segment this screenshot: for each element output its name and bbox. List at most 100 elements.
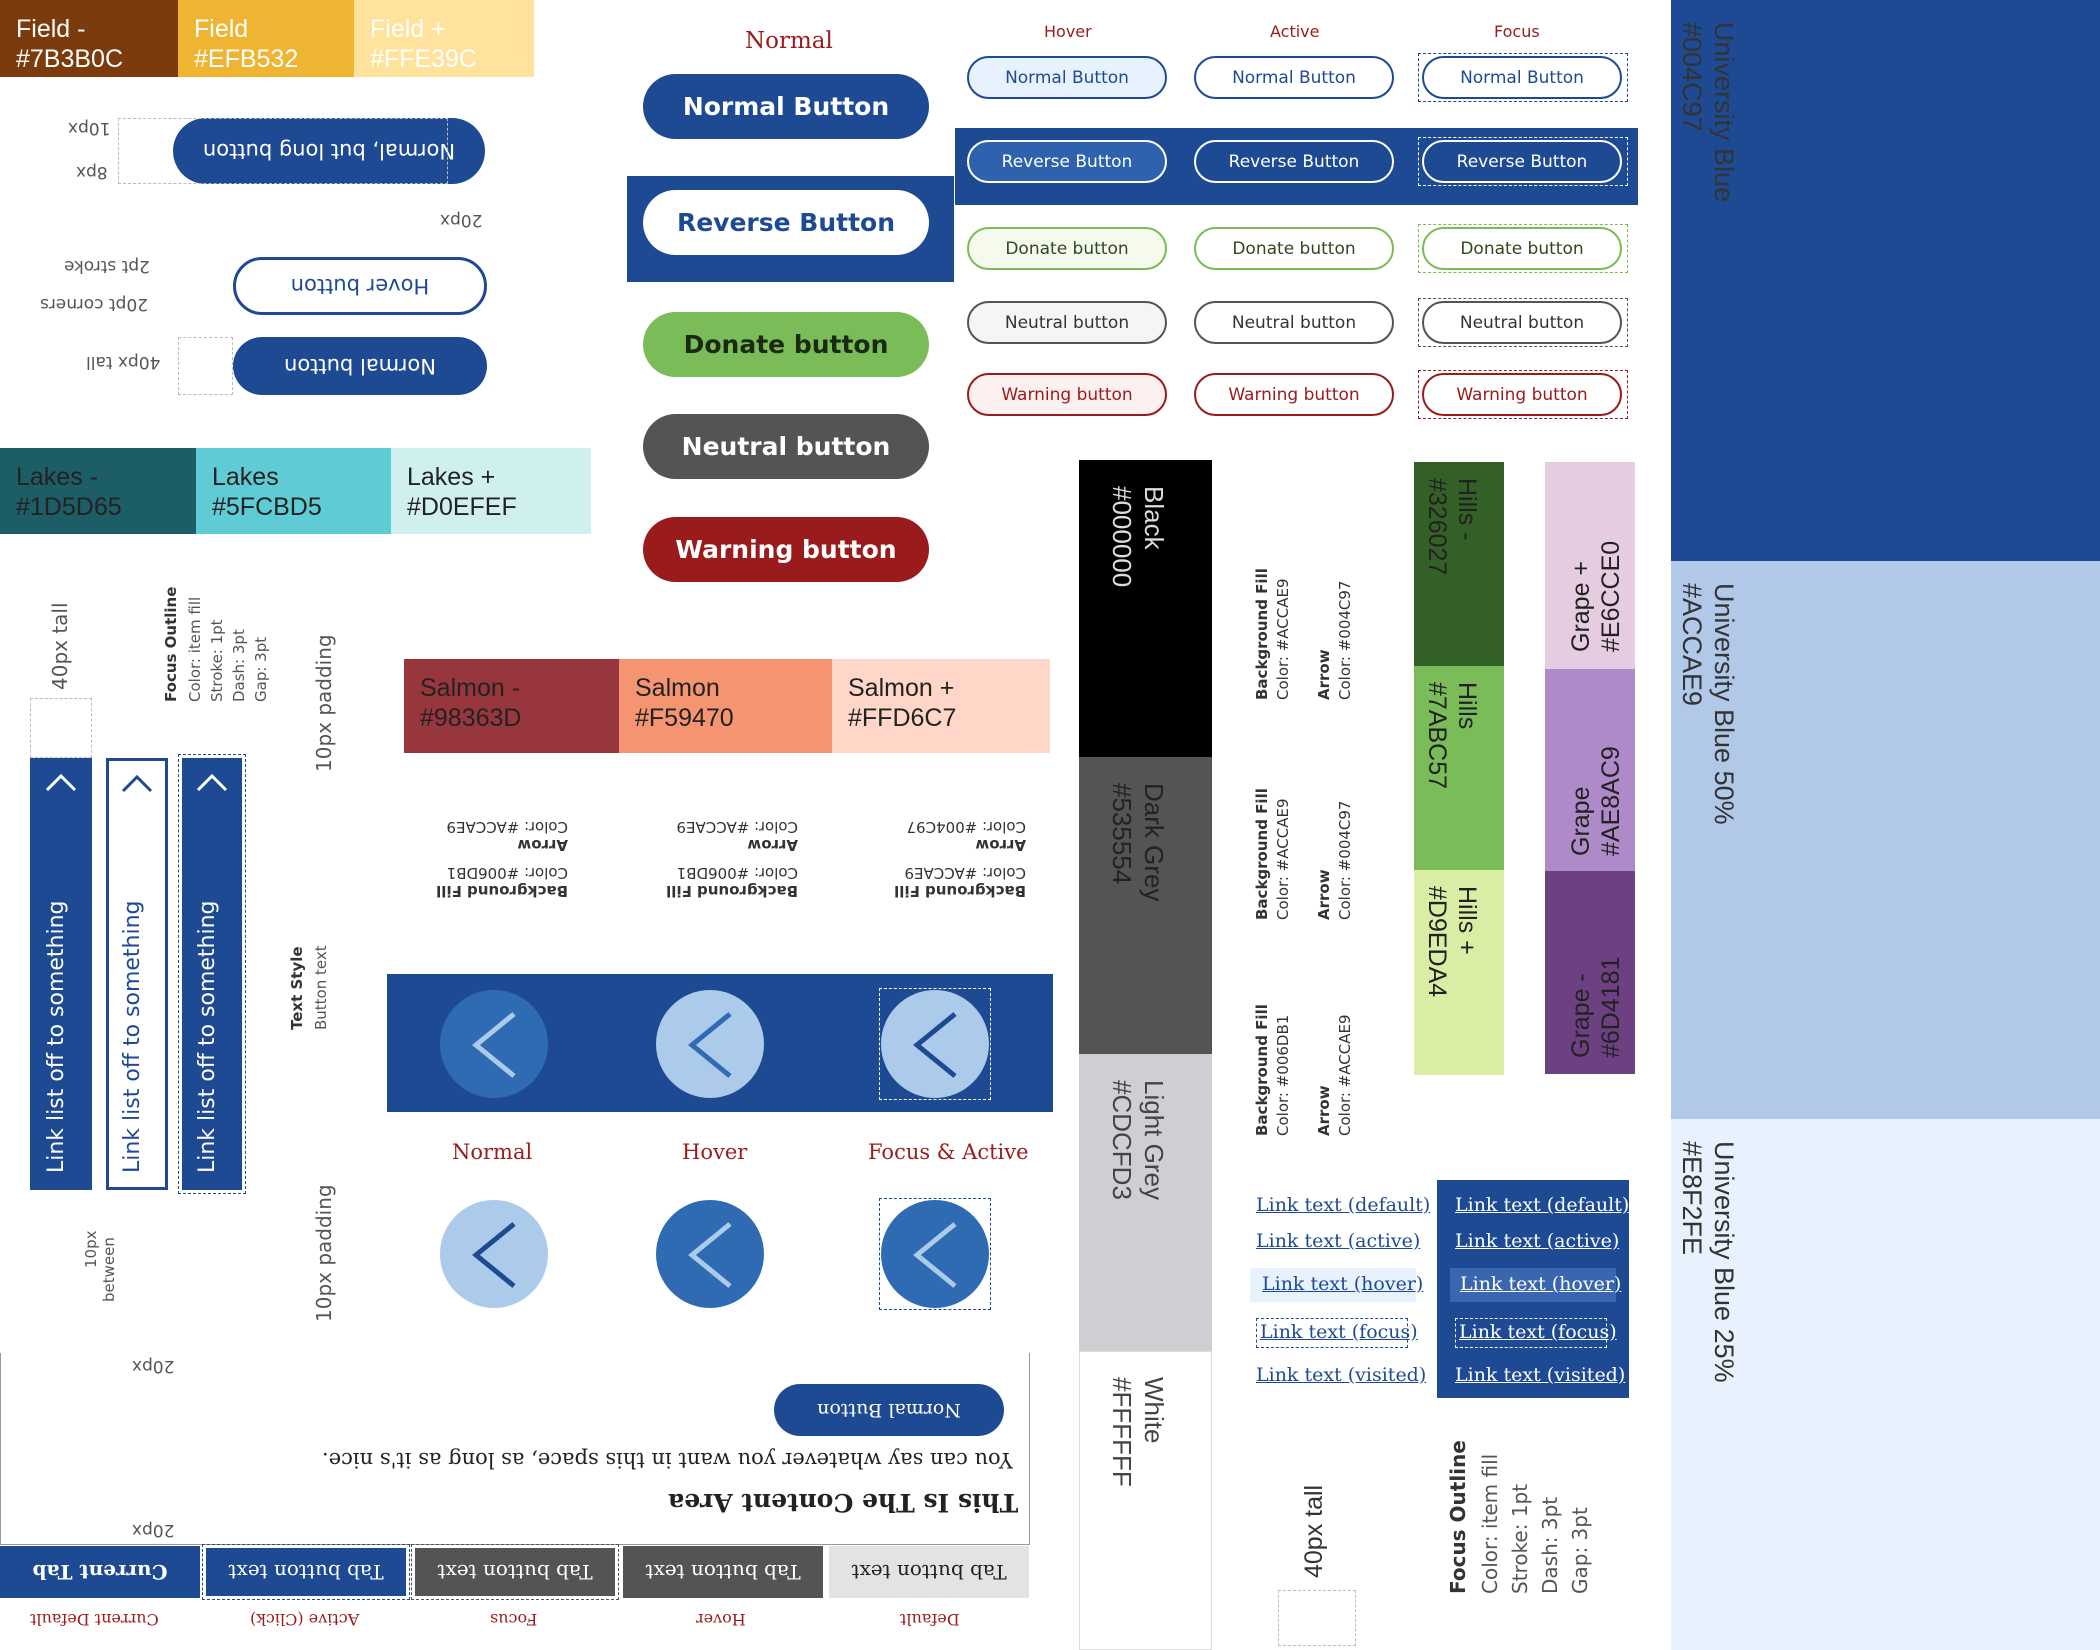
content-px-bottom: 20px [132, 1520, 175, 1540]
normal-active-button[interactable]: Normal Button [1194, 56, 1394, 99]
button-label: Warning button [1228, 384, 1360, 405]
arrow-button-focus-light[interactable] [881, 1200, 989, 1308]
link-list-hover[interactable]: Link list off to something [106, 758, 168, 1190]
spec-title: Arrow [747, 836, 798, 854]
tab-label: Tab button text [645, 1560, 801, 1584]
stroke-label: 2pt stroke [64, 256, 150, 276]
button-label: Donate button [683, 330, 889, 359]
spec-title: Background Fill [666, 882, 798, 900]
content-normal-button[interactable]: Normal Button [774, 1384, 1004, 1436]
focus-heading: Focus [1494, 22, 1540, 41]
spec-color: Color: #ACCAE9 [446, 818, 568, 836]
spec-hover-button[interactable]: Hover button [233, 257, 487, 315]
spec-color: Color: #ACCAE9 [904, 864, 1026, 882]
link-hover[interactable]: Link text (hover) [1262, 1273, 1424, 1295]
big-warning-button[interactable]: Warning button [643, 517, 929, 582]
swatch-lakes: Lakes #5FCBD5 [196, 448, 391, 534]
link-focus[interactable]: Link text (focus) [1260, 1321, 1418, 1343]
link-focus-reverse[interactable]: Link text (focus) [1459, 1321, 1617, 1343]
donate-hover-button[interactable]: Donate button [967, 227, 1167, 270]
tab-active[interactable]: Tab button text [206, 1548, 406, 1596]
sidebar-focus-line: Color: item fill [186, 596, 204, 702]
button-label: Warning button [1001, 384, 1133, 405]
swatch-dark-grey-label: Dark Grey #535554 [1107, 783, 1169, 902]
warning-active-button[interactable]: Warning button [1194, 373, 1394, 416]
swatch-field-minus: Field - #7B3B0C [0, 0, 178, 77]
warning-hover-button[interactable]: Warning button [967, 373, 1167, 416]
swatch-light-grey-label: Light Grey #CDCFD3 [1107, 1080, 1169, 1200]
tab-default[interactable]: Tab button text [829, 1546, 1029, 1598]
reverse-focus-button[interactable]: Reverse Button [1422, 140, 1622, 183]
arrow-button-normal-dark[interactable] [440, 990, 548, 1098]
arrow-focus-label: Focus & Active [868, 1140, 1029, 1164]
height-guide [1278, 1590, 1356, 1646]
button-label: Reverse Button [1001, 151, 1133, 172]
link-hover-bg [1250, 1268, 1416, 1302]
button-label: Normal Button [682, 92, 890, 121]
button-label: Reverse Button [1228, 151, 1360, 172]
swatch-name: Field [194, 15, 249, 43]
link-active[interactable]: Link text (active) [1256, 1230, 1421, 1252]
link-default-reverse[interactable]: Link text (default) [1455, 1194, 1630, 1216]
tab-hover[interactable]: Tab button text [623, 1546, 823, 1598]
arrow-button-normal-light[interactable] [440, 1200, 548, 1308]
spacing-20px-label: 20px [440, 210, 483, 230]
arrow-button-hover-light[interactable] [656, 1200, 764, 1308]
link-list-normal[interactable]: Link list off to something [30, 758, 92, 1190]
swatch-hex: #7B3B0C [16, 45, 124, 73]
donate-active-button[interactable]: Donate button [1194, 227, 1394, 270]
big-normal-button[interactable]: Normal Button [643, 74, 929, 139]
normal-hover-button[interactable]: Normal Button [967, 56, 1167, 99]
neutral-focus-button[interactable]: Neutral button [1422, 301, 1622, 344]
neutral-hover-button[interactable]: Neutral button [967, 301, 1167, 344]
spec-normal-button[interactable]: Normal button [233, 337, 487, 395]
tab-current[interactable]: Current Tab [0, 1546, 200, 1598]
link-visited-reverse[interactable]: Link text (visited) [1455, 1364, 1626, 1386]
swatch-ublue-50-label: University Blue 50% #ACCAE9 [1677, 583, 1739, 825]
button-label: Normal Button [1232, 67, 1356, 88]
warning-focus-button[interactable]: Warning button [1422, 373, 1622, 416]
focus-outline [879, 988, 991, 1100]
button-label: Neutral button [1231, 312, 1357, 333]
swatch-hills [1414, 666, 1504, 870]
focus-outline [1455, 1318, 1607, 1348]
arrow-button-hover-dark[interactable] [656, 990, 764, 1098]
chevron-up-icon [45, 773, 77, 792]
neutral-active-button[interactable]: Neutral button [1194, 301, 1394, 344]
swatch-field-plus: Field + #FFE39C [354, 0, 534, 77]
link-active-reverse[interactable]: Link text (active) [1455, 1230, 1620, 1252]
spec-title: Background Fill [436, 882, 568, 900]
vspec-1: Background Fill Color: #ACCAE9 [1253, 568, 1292, 700]
spec-color: Color: #004C97 [906, 818, 1026, 836]
chevron-up-icon [121, 774, 153, 793]
button-label: Neutral button [681, 432, 891, 461]
sidebar-focus-line: Gap: 3pt [252, 636, 270, 702]
link-visited[interactable]: Link text (visited) [1256, 1364, 1427, 1386]
button-label: Reverse Button [1456, 151, 1588, 172]
normal-focus-button[interactable]: Normal Button [1422, 56, 1622, 99]
tab-label: Tab button text [851, 1560, 1007, 1584]
link-hover-reverse[interactable]: Link text (hover) [1460, 1273, 1622, 1295]
arrow-button-focus-dark[interactable] [881, 990, 989, 1098]
donate-focus-button[interactable]: Donate button [1422, 227, 1622, 270]
reverse-active-button[interactable]: Reverse Button [1194, 140, 1394, 183]
bottom-focus-line: Stroke: 1pt [1508, 1483, 1532, 1594]
big-neutral-button[interactable]: Neutral button [643, 414, 929, 479]
big-donate-button[interactable]: Donate button [643, 312, 929, 377]
spec-title: Arrow [517, 836, 568, 854]
tab-label-default: Default [900, 1610, 960, 1629]
corners-label: 20pt corners [40, 294, 149, 314]
swatch-name: Field + [370, 15, 446, 43]
sidebar-focus-line: Stroke: 1pt [208, 619, 226, 702]
spacing-guide [118, 118, 448, 184]
link-list-focus[interactable]: Link list off to something [182, 758, 242, 1190]
between-label-2: between [100, 1237, 118, 1302]
link-default[interactable]: Link text (default) [1256, 1194, 1431, 1216]
big-reverse-button[interactable]: Reverse Button [643, 190, 929, 255]
arrow-spec-1: Background Fill Color: #006DB1 Arrow Col… [418, 818, 568, 900]
swatch-hills-label: Hills #7ABC57 [1423, 682, 1481, 790]
chevron-left-icon [472, 1222, 516, 1288]
tab-focus[interactable]: Tab button text [415, 1548, 615, 1596]
reverse-hover-button[interactable]: Reverse Button [967, 140, 1167, 183]
button-label: Donate button [1232, 238, 1356, 259]
